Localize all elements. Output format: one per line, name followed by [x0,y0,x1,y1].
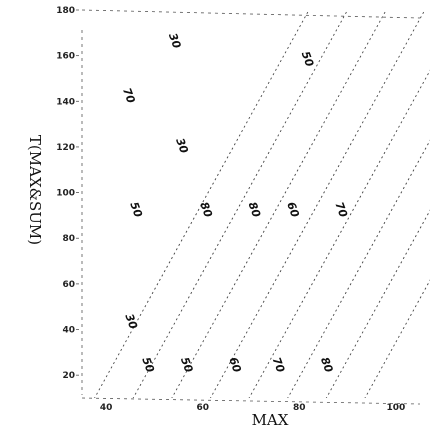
contour-label: 70 [270,355,288,374]
y-tick-label: 140 [56,97,75,107]
bottom-axis-line [81,397,421,405]
contour-label: 30 [166,31,184,50]
x-tick-label: 40 [100,403,113,413]
contour-line [132,10,348,398]
contour-label: 50 [299,50,317,69]
contour-label: 80 [246,200,264,219]
y-tick-label: 120 [56,143,75,153]
y-tick-label: 40 [62,326,75,336]
x-tick-labels: 40 60 80 100 [100,403,405,413]
contour-label: 50 [127,200,145,219]
contour-label: 70 [120,86,138,105]
contour-label: 30 [122,312,140,331]
y-tick-label: 20 [62,371,75,381]
y-axis-title: T(MAX&SUM) [26,135,44,245]
x-axis-title: MAX [252,411,289,429]
y-tick-label: 100 [56,189,75,199]
contour-label: 80 [197,200,215,219]
y-tick-label: 60 [62,280,75,290]
contour-label: 60 [226,355,244,374]
contour-labels: 30 50 70 30 50 80 80 60 70 30 50 50 60 70 80 [120,31,350,374]
contour-label: 50 [139,355,157,374]
y-tick-labels: 20 40 60 80 100 120 140 160 180 [56,6,82,381]
contour-label: 70 [332,200,350,219]
contour-line [364,279,430,398]
contour-label: 80 [318,355,336,374]
top-axis-line [81,9,421,19]
axes [81,9,421,405]
x-tick-label: 60 [196,403,209,413]
contour-line [248,69,430,398]
x-tick-label: 100 [386,403,405,413]
contour-label: 60 [284,200,302,219]
contour-line [209,10,426,398]
contour-label: 50 [178,355,196,374]
contour-label: 30 [173,136,191,155]
y-tick-label: 80 [62,234,75,244]
contour-lines [94,10,430,398]
contour-line [94,10,310,398]
y-tick-label: 160 [56,52,75,62]
y-tick-label: 180 [56,6,75,16]
x-tick-label: 80 [293,403,306,413]
contour-line [171,10,387,398]
